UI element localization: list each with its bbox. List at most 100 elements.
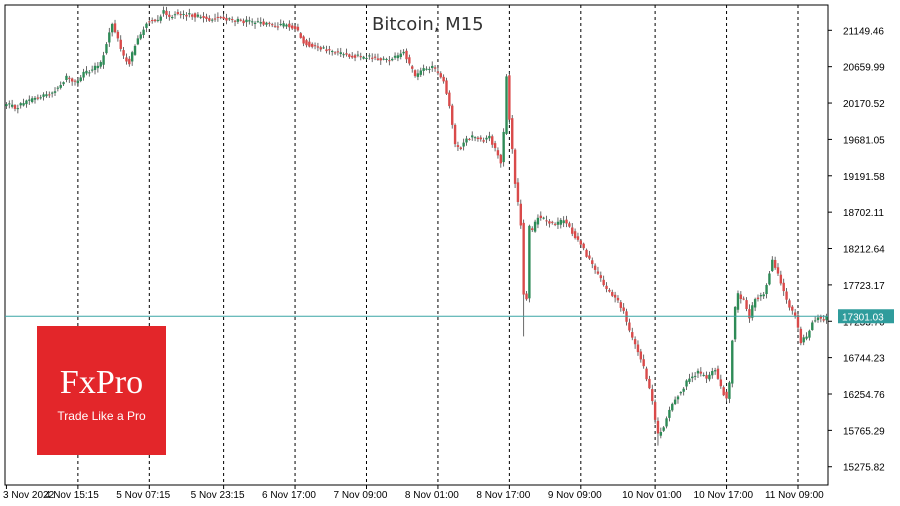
candle-body bbox=[142, 29, 145, 35]
candle-body bbox=[562, 220, 565, 224]
x-tick-label: 3 Nov 2022 bbox=[3, 490, 55, 501]
candle-body bbox=[365, 58, 368, 60]
candle-body bbox=[576, 236, 580, 240]
candle-body bbox=[82, 71, 85, 78]
candle-body bbox=[179, 14, 182, 16]
x-tick-label: 5 Nov 23:15 bbox=[191, 490, 245, 501]
candle-body bbox=[799, 328, 803, 344]
candle-body bbox=[822, 319, 825, 321]
candle-body bbox=[205, 16, 208, 19]
candle-body bbox=[802, 337, 805, 343]
candle-body bbox=[313, 45, 317, 47]
candle-body bbox=[70, 78, 74, 82]
candle-body bbox=[805, 336, 808, 339]
candle-body bbox=[791, 306, 794, 311]
candle-body bbox=[110, 23, 114, 33]
candle-body bbox=[99, 62, 102, 67]
candle-body bbox=[173, 14, 177, 16]
candle-body bbox=[433, 67, 437, 69]
candle-body bbox=[396, 55, 400, 59]
candle-body bbox=[485, 137, 488, 140]
candle-body bbox=[268, 22, 271, 24]
candle-body bbox=[42, 94, 45, 97]
candle-body bbox=[196, 14, 200, 17]
candle-body bbox=[536, 217, 540, 225]
candle-body bbox=[619, 302, 623, 308]
candle-body bbox=[336, 51, 340, 53]
candle-body bbox=[522, 222, 525, 295]
candle-body bbox=[513, 149, 517, 184]
candle-body bbox=[731, 340, 734, 384]
candle-body bbox=[451, 105, 454, 125]
candle-body bbox=[725, 391, 728, 399]
candle-body bbox=[705, 375, 708, 379]
candle-body bbox=[533, 221, 537, 232]
candle-body bbox=[739, 294, 743, 300]
candle-body bbox=[210, 19, 214, 21]
candle-body bbox=[439, 73, 442, 78]
candle-body bbox=[499, 154, 503, 164]
y-tick-label: 15765.29 bbox=[843, 426, 885, 437]
candle-body bbox=[339, 52, 342, 55]
candle-body bbox=[379, 58, 382, 61]
candle-body bbox=[476, 137, 480, 140]
candle-body bbox=[302, 36, 305, 44]
candle-body bbox=[771, 259, 774, 272]
candle-body bbox=[316, 46, 320, 48]
candle-body bbox=[442, 76, 445, 82]
candle-body bbox=[156, 19, 160, 21]
candle-body bbox=[371, 57, 374, 59]
candle-body bbox=[622, 307, 625, 311]
candle-body bbox=[813, 320, 817, 322]
candle-body bbox=[273, 25, 277, 27]
candle-body bbox=[30, 98, 34, 102]
candle-body bbox=[551, 221, 554, 223]
candle-body bbox=[256, 21, 260, 23]
y-tick-label: 15275.82 bbox=[843, 463, 885, 474]
candle-body bbox=[508, 75, 511, 120]
candle-body bbox=[393, 55, 397, 58]
candle-body bbox=[36, 97, 40, 99]
y-tick-label: 17723.17 bbox=[843, 281, 885, 292]
x-tick-label: 8 Nov 17:00 bbox=[476, 490, 530, 501]
candle-body bbox=[22, 103, 25, 106]
candle-body bbox=[59, 84, 62, 88]
candle-body bbox=[416, 73, 420, 77]
candle-body bbox=[671, 403, 674, 411]
candle-body bbox=[10, 104, 14, 107]
candle-body bbox=[811, 322, 814, 331]
y-tick-label: 19191.58 bbox=[843, 172, 885, 183]
candle-body bbox=[631, 332, 634, 338]
candle-body bbox=[591, 260, 594, 265]
candle-body bbox=[133, 45, 137, 55]
candle-body bbox=[682, 388, 685, 392]
candle-body bbox=[348, 54, 351, 57]
candle-body bbox=[516, 182, 520, 203]
candle-body bbox=[776, 267, 780, 274]
candle-body bbox=[145, 23, 148, 28]
candle-body bbox=[405, 50, 408, 60]
candle-body bbox=[579, 240, 583, 245]
candle-body bbox=[796, 315, 800, 328]
candle-body bbox=[436, 71, 440, 73]
candle-body bbox=[56, 87, 60, 89]
candle-body bbox=[373, 56, 377, 58]
candle-body bbox=[468, 138, 471, 140]
candle-body bbox=[76, 80, 80, 84]
candle-body bbox=[585, 249, 588, 257]
candle-body bbox=[825, 316, 828, 321]
candle-body bbox=[193, 13, 197, 18]
candle-body bbox=[382, 58, 385, 60]
candle-body bbox=[765, 285, 768, 295]
candle-body bbox=[259, 22, 262, 24]
candle-body bbox=[116, 31, 120, 39]
candle-body bbox=[48, 94, 51, 96]
candle-body bbox=[39, 97, 42, 99]
candle-body bbox=[779, 274, 783, 284]
candle-body bbox=[248, 20, 251, 22]
candle-body bbox=[453, 124, 457, 145]
candle-body bbox=[182, 13, 185, 15]
candle-body bbox=[711, 371, 714, 376]
candle-body bbox=[213, 18, 217, 20]
candle-body bbox=[448, 92, 451, 107]
